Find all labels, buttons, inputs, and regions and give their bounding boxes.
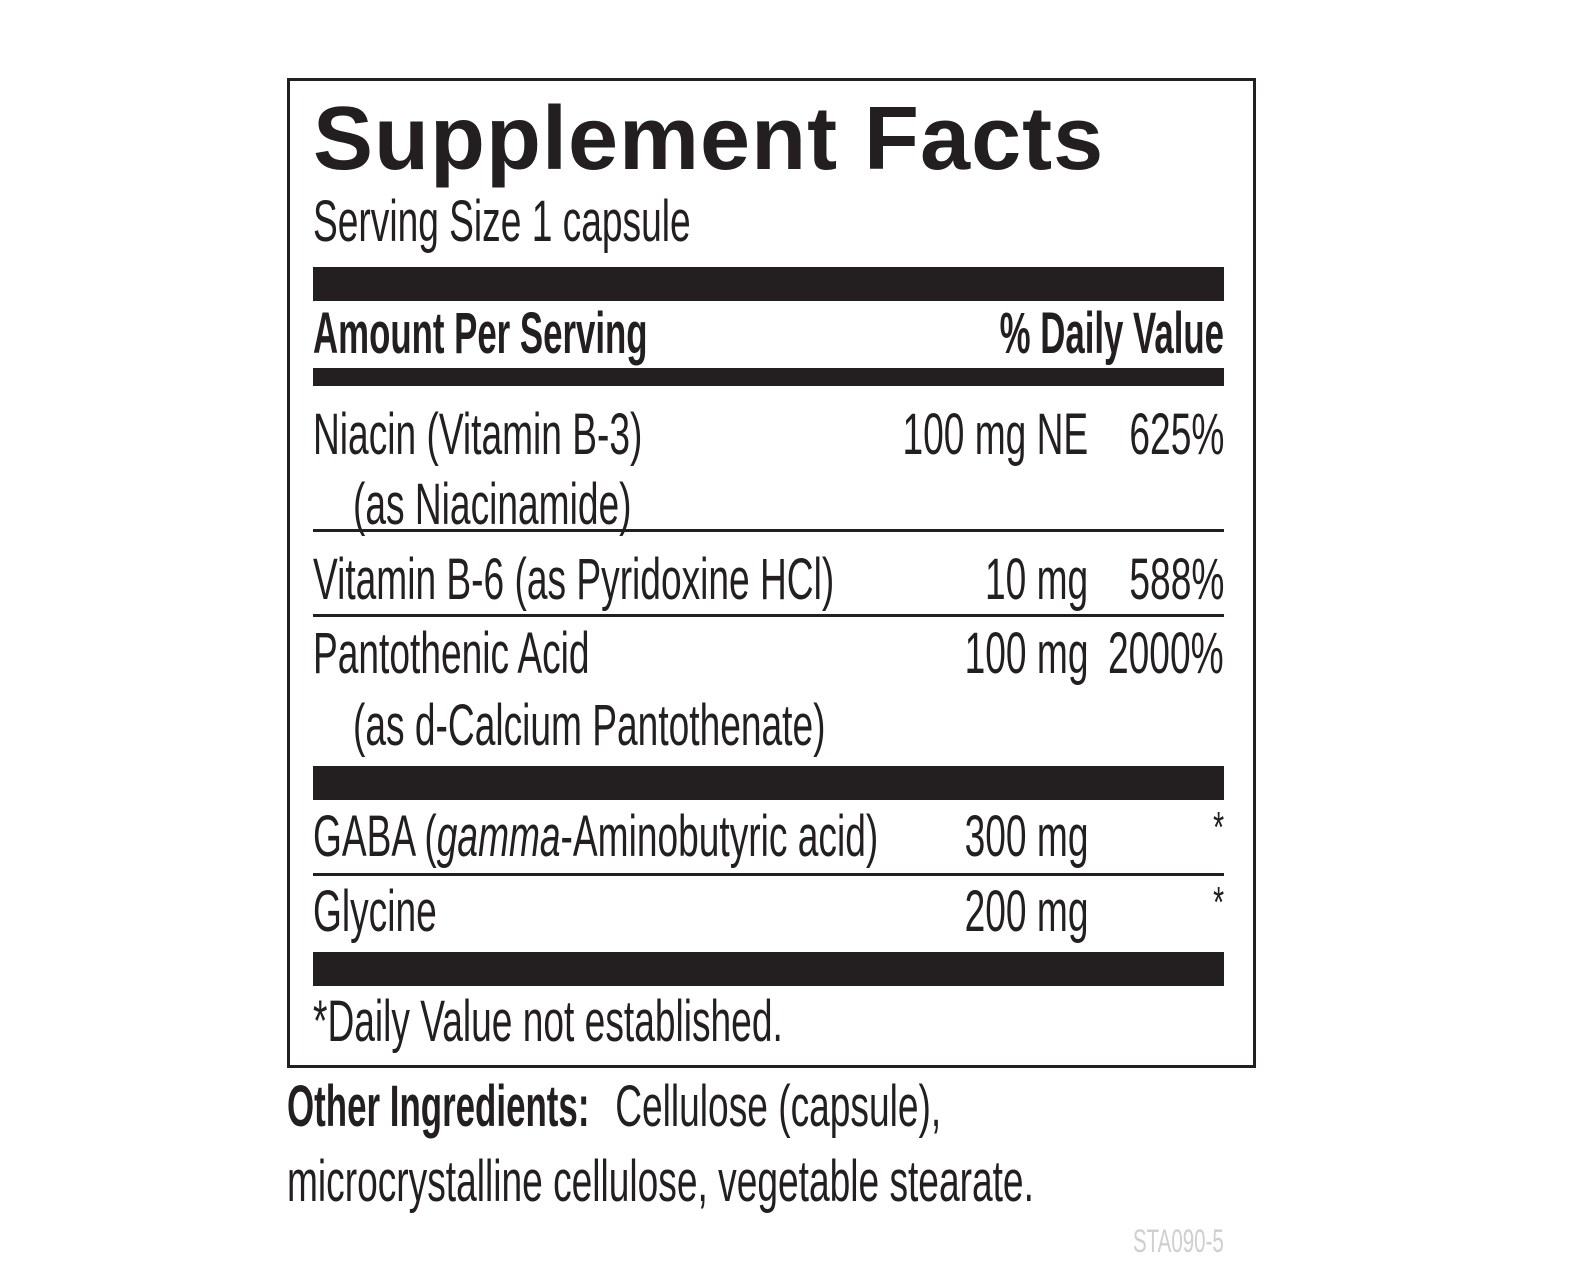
divider-bar	[313, 952, 1224, 986]
row-divider	[313, 873, 1224, 876]
row-divider	[313, 529, 1224, 532]
nutrient-dv: *	[1213, 803, 1224, 852]
nutrient-amount: 100 mg NE	[902, 402, 1088, 467]
footnote: *Daily Value not established.	[313, 989, 783, 1054]
divider-bar	[313, 766, 1224, 800]
panel-title: Supplement Facts	[313, 89, 1105, 189]
supplement-facts-panel	[287, 78, 1256, 1068]
other-ingredients-continued: microcrystalline cellulose, vegetable st…	[287, 1149, 1034, 1214]
header-daily-value: % Daily Value	[999, 301, 1224, 366]
nutrient-name: Niacin (Vitamin B-3)	[313, 402, 643, 467]
header-amount: Amount Per Serving	[313, 301, 648, 366]
nutrient-name: Glycine	[313, 879, 437, 944]
product-code: STA090-5	[1133, 1223, 1224, 1259]
serving-size: Serving Size 1 capsule	[313, 189, 691, 254]
nutrient-amount: 100 mg	[964, 621, 1088, 686]
nutrient-amount: 10 mg	[984, 547, 1088, 612]
nutrient-dv: 625%	[1129, 402, 1224, 467]
nutrient-source: (as d-Calcium Pantothenate)	[353, 693, 826, 758]
nutrient-dv: 2000%	[1108, 621, 1224, 686]
divider-bar	[313, 368, 1224, 386]
nutrient-dv: 588%	[1129, 547, 1224, 612]
nutrient-name: Pantothenic Acid	[313, 621, 590, 686]
row-divider	[313, 614, 1224, 617]
nutrient-amount: 200 mg	[964, 879, 1088, 944]
nutrient-dv: *	[1213, 878, 1224, 927]
nutrient-source: (as Niacinamide)	[353, 472, 632, 537]
other-ingredients: Other Ingredients: Cellulose (capsule),	[287, 1074, 942, 1139]
divider-bar	[313, 267, 1224, 301]
nutrient-amount: 300 mg	[964, 804, 1088, 869]
nutrient-name: Vitamin B-6 (as Pyridoxine HCl)	[313, 547, 835, 612]
nutrient-name: GABA (gamma-Aminobutyric acid)	[313, 804, 879, 869]
